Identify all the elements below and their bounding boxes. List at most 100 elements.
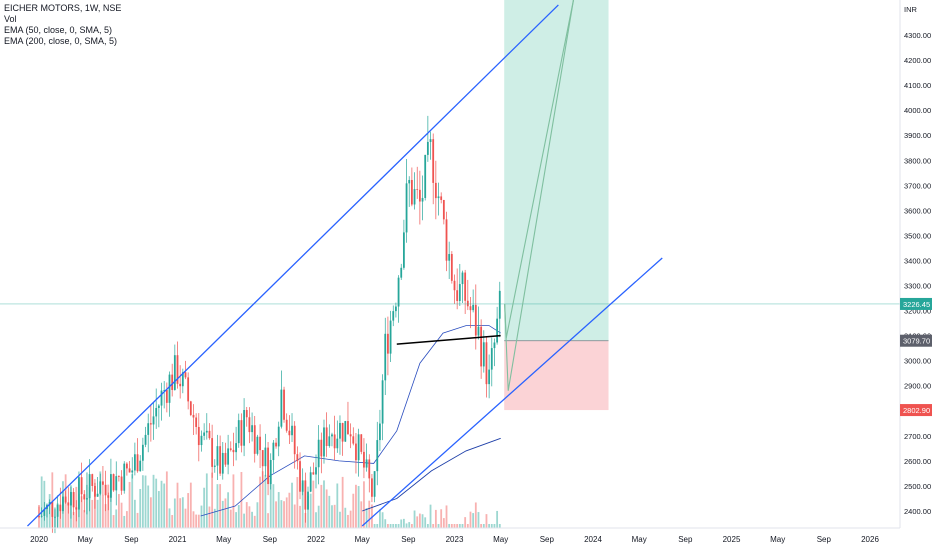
time-tick-label: Sep: [401, 535, 416, 544]
price-tick-label: 4300.00: [904, 31, 931, 40]
candle-body: [371, 478, 373, 497]
time-tick-label: Sep: [817, 535, 832, 544]
price-tick-label: 3400.00: [904, 256, 931, 265]
candle-body: [251, 425, 253, 433]
volume-bar: [248, 506, 251, 528]
candle-body: [341, 423, 344, 442]
candle-body: [62, 496, 64, 512]
candle-body: [133, 454, 136, 471]
volume-bar: [413, 510, 416, 528]
candle-body: [189, 401, 192, 415]
volume-bar: [341, 476, 344, 528]
candle-body: [181, 372, 184, 387]
volume-bar: [315, 512, 317, 528]
candle-body: [253, 425, 256, 454]
candle-body: [450, 254, 453, 281]
price-tick-label: 2600.00: [904, 457, 931, 466]
candle-body: [355, 443, 357, 461]
candle-body: [221, 452, 224, 474]
candle-body: [304, 480, 307, 510]
volume-bar: [120, 502, 123, 528]
volume-bar: [195, 514, 198, 528]
candle-body: [283, 389, 285, 420]
price-tick-label: 2700.00: [904, 432, 931, 441]
candle-body: [432, 139, 435, 183]
candle-body: [413, 189, 416, 205]
volume-bar: [437, 524, 440, 528]
volume-bar: [277, 492, 280, 528]
time-tick-label: 2021: [169, 535, 187, 544]
candle-body: [368, 459, 371, 479]
candle-body: [205, 430, 208, 433]
stop-zone: [504, 340, 609, 411]
candle-body: [389, 320, 392, 354]
candle-body: [157, 405, 160, 408]
volume-bar: [323, 480, 325, 528]
candle-body: [275, 442, 277, 447]
candle-body: [445, 219, 448, 261]
volume-bar: [173, 498, 176, 528]
legend-ema200[interactable]: EMA (200, close, 0, SMA, 5): [4, 36, 118, 46]
candle-body: [227, 448, 230, 465]
candle-body: [320, 439, 323, 457]
volume-bar: [275, 501, 277, 528]
volume-bar: [155, 478, 158, 528]
volume-bar: [296, 477, 299, 528]
candle-body: [485, 342, 488, 385]
candle-body: [173, 355, 176, 390]
candle-body: [426, 141, 429, 155]
volume-bars: [38, 471, 501, 528]
volume-bar: [245, 502, 248, 528]
volume-bar: [349, 510, 352, 528]
candle-body: [131, 470, 134, 473]
entry-price-label-bg: [900, 334, 932, 347]
candle-body: [211, 438, 214, 467]
candle-body: [144, 434, 147, 445]
volume-bar: [496, 510, 499, 528]
volume-bar: [163, 483, 166, 528]
candle-body: [240, 420, 243, 446]
volume-bar: [83, 510, 86, 528]
candle-body: [440, 196, 443, 200]
candle-body: [482, 342, 485, 367]
current-price-label: 3226.45: [903, 300, 930, 309]
volume-bar: [416, 516, 419, 528]
candle-body: [165, 390, 168, 403]
candle-body: [395, 306, 397, 312]
volume-bar: [397, 524, 400, 528]
volume-bar: [339, 511, 341, 528]
volume-bar: [421, 514, 424, 528]
candle-body: [365, 459, 368, 468]
legend-vol[interactable]: Vol: [4, 14, 17, 24]
candle-body: [216, 446, 219, 466]
volume-bar: [200, 505, 203, 528]
volume-bar: [461, 524, 464, 528]
candle-body: [259, 436, 261, 451]
candle-body: [466, 300, 469, 307]
legend: EICHER MOTORS, 1W, NSE Vol EMA (50, clos…: [4, 3, 121, 47]
candle-body: [392, 311, 395, 321]
volume-bar: [360, 501, 363, 528]
candle-body: [379, 423, 381, 441]
volume-bar: [347, 514, 349, 528]
price-tick-label: 3200.00: [904, 307, 931, 316]
legend-symbol[interactable]: EICHER MOTORS, 1W, NSE: [4, 3, 122, 13]
candle-body: [456, 290, 459, 301]
volume-bar: [208, 506, 211, 528]
volume-bar: [144, 475, 147, 528]
candle-body: [493, 342, 496, 349]
price-labels: 3226.45 3079.70 2802.90: [900, 297, 932, 417]
candle-body: [248, 417, 251, 433]
volume-bar: [211, 472, 214, 528]
volume-bar: [112, 515, 115, 528]
candle-body: [184, 372, 187, 378]
candle-body: [160, 390, 163, 406]
volume-bar: [157, 491, 160, 528]
candle-body: [56, 504, 59, 517]
volume-bar: [379, 509, 381, 528]
legend-ema50[interactable]: EMA (50, close, 0, SMA, 5): [4, 25, 113, 35]
candle-body: [496, 318, 499, 343]
volume-bar: [110, 478, 112, 528]
